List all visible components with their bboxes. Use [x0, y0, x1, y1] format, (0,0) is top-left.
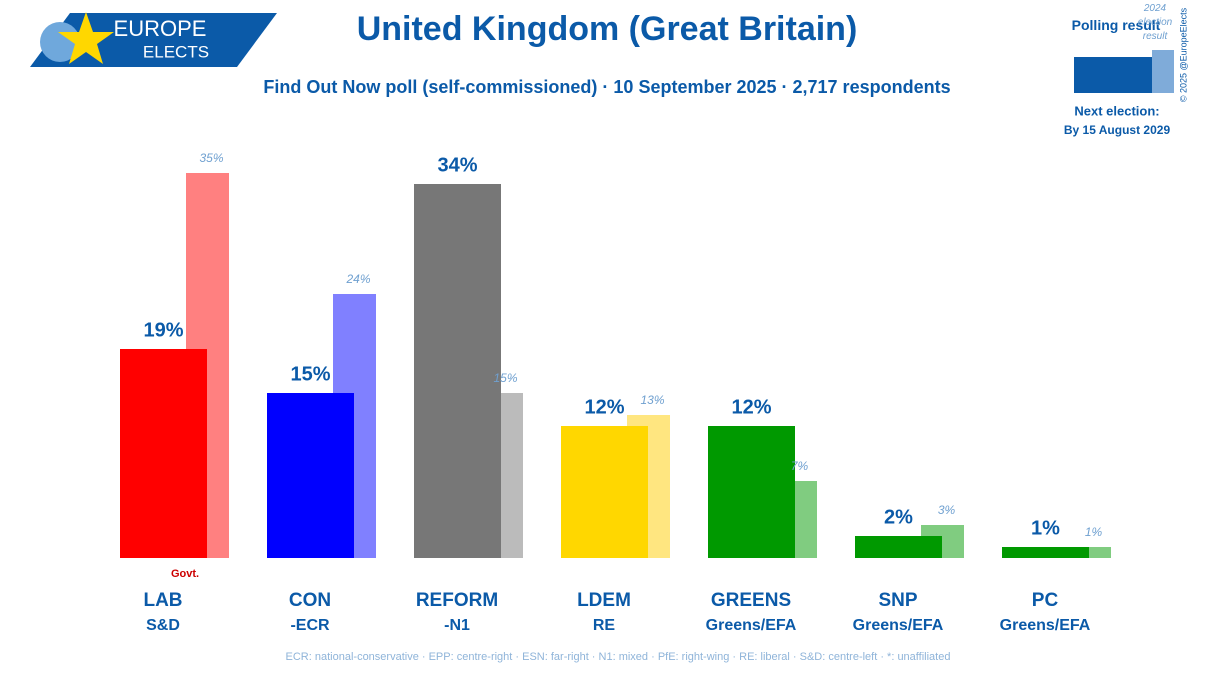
bar: [561, 426, 648, 558]
value-label: 12%: [731, 396, 771, 418]
legend-swatch: [1074, 57, 1152, 93]
chart-subtitle: Find Out Now poll (self-commissioned) · …: [263, 77, 950, 97]
bar: [414, 184, 501, 558]
category-label: LDEM: [577, 590, 631, 611]
value-label: 3%: [938, 503, 956, 517]
bar: [120, 349, 207, 558]
category-label: CON: [289, 590, 331, 611]
value-label: 35%: [199, 151, 223, 165]
value-label: 2%: [884, 506, 913, 528]
group-label: Greens/EFA: [853, 617, 944, 634]
group-label: S&D: [146, 617, 180, 634]
credit: © 2025 @EuropeElects: [1178, 7, 1188, 102]
category-label: GREENS: [711, 590, 791, 611]
bar: [1002, 547, 1089, 558]
value-label: 15%: [290, 363, 330, 385]
logo-text: ELECTS: [143, 42, 209, 61]
next-election-label: Next election:: [1074, 103, 1159, 118]
chart-title: United Kingdom (Great Britain): [357, 10, 858, 48]
category-label: PC: [1032, 590, 1059, 611]
value-label: 34%: [437, 154, 477, 176]
value-label: 24%: [345, 272, 370, 286]
group-label: Greens/EFA: [1000, 617, 1091, 634]
legend-entry: 2024 election result: [1137, 3, 1173, 42]
value-label: 13%: [640, 393, 664, 407]
legend-entry: Polling result: [1071, 17, 1161, 33]
value-label: 12%: [584, 396, 624, 418]
footnote: ECR: national-conservative · EPP: centre…: [286, 651, 951, 663]
value-label: 1%: [1031, 517, 1060, 539]
legend-swatch: [1152, 50, 1174, 93]
bar: [708, 426, 795, 558]
bar: [1068, 547, 1111, 558]
bar: [855, 536, 942, 558]
group-label: RE: [593, 617, 616, 634]
next-election-date: By 15 August 2029: [1064, 123, 1171, 137]
group-label: -N1: [444, 617, 470, 634]
value-label: 15%: [493, 371, 517, 385]
category-label: REFORM: [416, 590, 498, 611]
group-label: Greens/EFA: [706, 617, 797, 634]
category-note: Govt.: [171, 568, 199, 580]
value-label: 7%: [791, 459, 809, 473]
group-label: -ECR: [290, 617, 330, 634]
bar: [267, 393, 354, 558]
logo-text: EUROPE: [114, 16, 207, 41]
value-label: 1%: [1085, 525, 1103, 539]
category-label: LAB: [143, 590, 182, 611]
value-label: 19%: [143, 319, 183, 341]
logo-star: [58, 12, 114, 64]
category-label: SNP: [878, 590, 917, 611]
